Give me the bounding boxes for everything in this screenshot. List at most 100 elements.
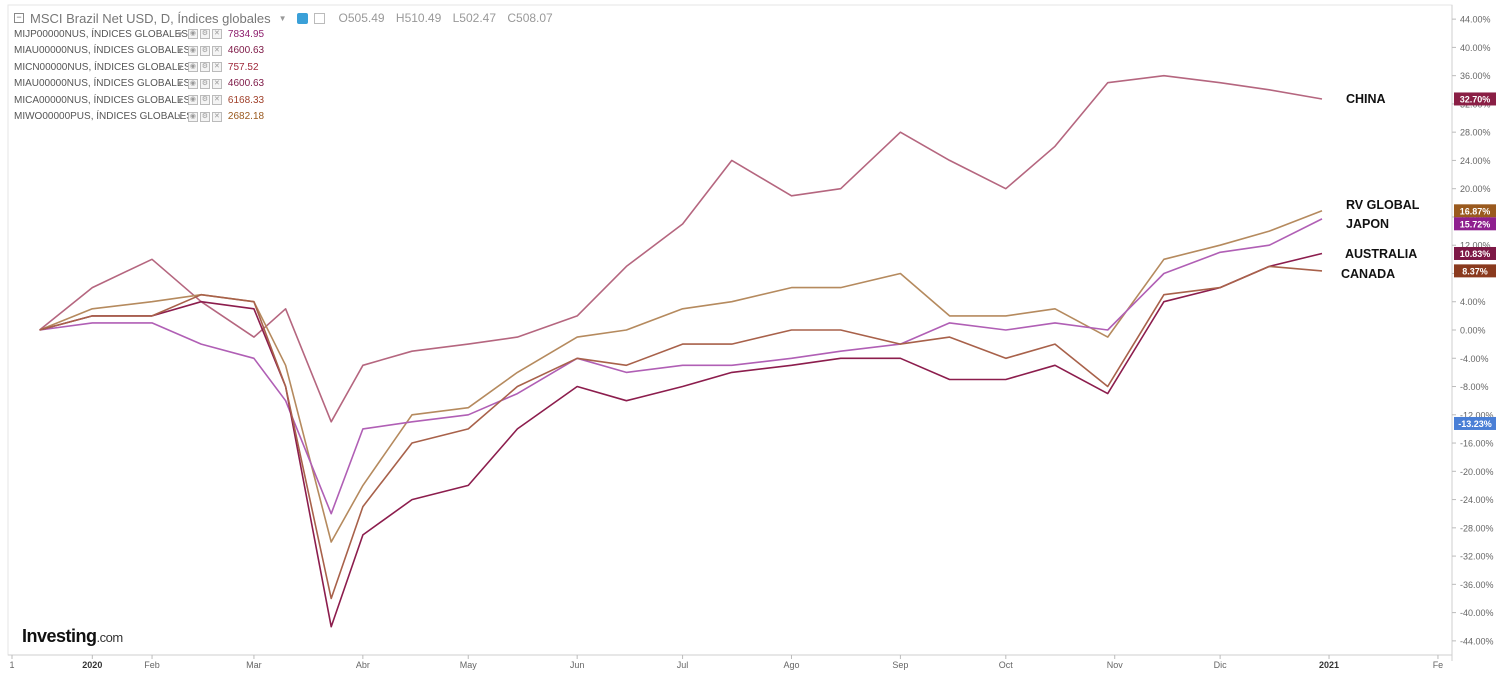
low-value: L502.47: [452, 11, 497, 25]
series-annotation: RV GLOBAL: [1346, 198, 1420, 212]
legend-series-value: 757.52: [227, 61, 259, 73]
settings-icon[interactable]: ⚙: [199, 111, 210, 122]
eye-icon[interactable]: [296, 12, 308, 24]
eye-icon[interactable]: ◉: [187, 111, 198, 122]
chevron-down-icon[interactable]: ▼: [176, 29, 184, 39]
close-icon[interactable]: ✕: [211, 78, 222, 89]
y-tick-label: 20.00%: [1460, 184, 1491, 194]
y-tick-label: -44.00%: [1460, 636, 1494, 646]
chevron-down-icon[interactable]: ▼: [278, 13, 287, 23]
settings-icon[interactable]: ⚙: [199, 78, 210, 89]
collapse-icon[interactable]: −: [14, 13, 24, 23]
price-badge: [1454, 217, 1496, 231]
chevron-down-icon[interactable]: ▼: [176, 79, 184, 89]
x-tick-label: Mar: [246, 660, 262, 670]
x-tick-label: Feb: [144, 660, 160, 670]
settings-icon[interactable]: ⚙: [199, 62, 210, 73]
y-tick-label: -4.00%: [1460, 354, 1489, 364]
x-tick-label: Jun: [570, 660, 585, 670]
y-tick-label: 12.00%: [1460, 241, 1491, 251]
legend-series-value: 4600.63: [227, 45, 265, 57]
chevron-down-icon[interactable]: ▼: [176, 95, 184, 105]
price-badge: [1454, 246, 1496, 260]
settings-icon[interactable]: [313, 12, 325, 24]
ohlc-values: O505.49 H510.49 L502.47 C508.07: [339, 11, 561, 25]
series-annotation: AUSTRALIA: [1345, 247, 1417, 261]
y-tick-label: -8.00%: [1460, 382, 1489, 392]
main-series-title[interactable]: − MSCI Brazil Net USD, D, Índices global…: [14, 10, 561, 26]
legend-row[interactable]: MICN00000NUS, ÍNDICES GLOBALES ▼ ◉ ⚙ ✕ 757.52: [14, 59, 561, 76]
series-line-china[interactable]: [39, 74, 1323, 423]
legend-series-name: MIAU00000NUS, ÍNDICES GLOBALES: [14, 78, 191, 90]
open-value: O505.49: [338, 11, 385, 25]
eye-icon[interactable]: ◉: [187, 62, 198, 73]
legend-row[interactable]: MICA00000NUS, ÍNDICES GLOBALES ▼ ◉ ⚙ ✕ 6168.3…: [14, 92, 561, 109]
chevron-down-icon[interactable]: ▼: [176, 112, 184, 122]
eye-icon[interactable]: ◉: [187, 29, 198, 40]
legend-series-name: MIWO00000PUS, ÍNDICES GLOBALES: [14, 111, 193, 123]
y-tick-label: -40.00%: [1460, 608, 1494, 618]
high-value: H510.49: [395, 11, 442, 25]
legend-series-value: 4600.63: [227, 78, 265, 90]
y-tick-label: -28.00%: [1460, 523, 1494, 533]
close-icon[interactable]: ✕: [211, 111, 222, 122]
price-badge-label: -13.23%: [1458, 419, 1492, 429]
chevron-down-icon[interactable]: ▼: [176, 62, 184, 72]
y-tick-label: 40.00%: [1460, 43, 1491, 53]
x-tick-label: 2020: [82, 660, 102, 670]
price-badge: [1454, 264, 1496, 278]
y-tick-label: 24.00%: [1460, 156, 1491, 166]
settings-icon[interactable]: ⚙: [199, 95, 210, 106]
y-tick-label: -36.00%: [1460, 580, 1494, 590]
legend-row[interactable]: MIJP00000NUS, ÍNDICES GLOBALES ▼ ◉ ⚙ ✕ 7834.9…: [14, 26, 561, 43]
close-value: C508.07: [507, 11, 553, 25]
series-line-japon[interactable]: [39, 218, 1323, 515]
legend-series-name: MICA00000NUS, ÍNDICES GLOBALES: [14, 94, 191, 106]
legend-row[interactable]: MIAU00000NUS, ÍNDICES GLOBALES ▼ ◉ ⚙ ✕ 4600.6…: [14, 76, 561, 93]
legend-row[interactable]: MIAU00000NUS, ÍNDICES GLOBALES ▼ ◉ ⚙ ✕ 4600.6…: [14, 43, 561, 60]
y-tick-label: 44.00%: [1460, 15, 1491, 25]
eye-icon[interactable]: ◉: [187, 95, 198, 106]
x-tick-label: Fe: [1433, 660, 1444, 670]
series-line-rv-global[interactable]: [39, 210, 1323, 543]
y-tick-label: 28.00%: [1460, 128, 1491, 138]
close-icon[interactable]: ✕: [211, 95, 222, 106]
chevron-down-icon[interactable]: ▼: [176, 46, 184, 56]
series-annotation: JAPON: [1346, 217, 1389, 231]
x-tick-label: 2021: [1319, 660, 1339, 670]
chart-legend: − MSCI Brazil Net USD, D, Índices global…: [14, 10, 561, 125]
legend-series-name: MIAU00000NUS, ÍNDICES GLOBALES: [14, 45, 191, 57]
y-tick-label: -24.00%: [1460, 495, 1494, 505]
legend-series-value: 2682.18: [227, 111, 265, 123]
x-tick-label: Oct: [999, 660, 1014, 670]
main-series-name: MSCI Brazil Net USD, D, Índices globales: [30, 10, 271, 26]
close-icon[interactable]: ✕: [211, 62, 222, 73]
y-tick-label: 0.00%: [1460, 326, 1486, 336]
x-tick-label: Ago: [783, 660, 799, 670]
eye-icon[interactable]: ◉: [187, 45, 198, 56]
legend-row[interactable]: MIWO00000PUS, ÍNDICES GLOBALES ▼ ◉ ⚙ ✕ 2682.1…: [14, 109, 561, 126]
y-tick-label: -32.00%: [1460, 552, 1494, 562]
x-tick-label: 1: [9, 660, 14, 670]
settings-icon[interactable]: ⚙: [199, 45, 210, 56]
settings-icon[interactable]: ⚙: [199, 29, 210, 40]
legend-series-name: MICN00000NUS, ÍNDICES GLOBALES: [14, 61, 191, 73]
series-line-canada[interactable]: [39, 265, 1323, 600]
eye-icon[interactable]: ◉: [187, 78, 198, 89]
price-badge-label: 32.70%: [1460, 94, 1491, 104]
close-icon[interactable]: ✕: [211, 29, 222, 40]
price-badge: [1454, 416, 1496, 430]
x-tick-label: Dic: [1214, 660, 1227, 670]
x-tick-label: Sep: [892, 660, 908, 670]
investing-logo: Investing.com: [22, 626, 123, 646]
price-badge-label: 8.37%: [1462, 266, 1488, 276]
y-tick-label: 4.00%: [1460, 297, 1486, 307]
x-tick-label: Nov: [1107, 660, 1124, 670]
price-badge: [1454, 92, 1496, 106]
y-tick-label: -20.00%: [1460, 467, 1494, 477]
legend-series-value: 6168.33: [227, 94, 265, 106]
series-line-australia[interactable]: [39, 252, 1323, 628]
y-tick-label: -16.00%: [1460, 439, 1494, 449]
close-icon[interactable]: ✕: [211, 45, 222, 56]
